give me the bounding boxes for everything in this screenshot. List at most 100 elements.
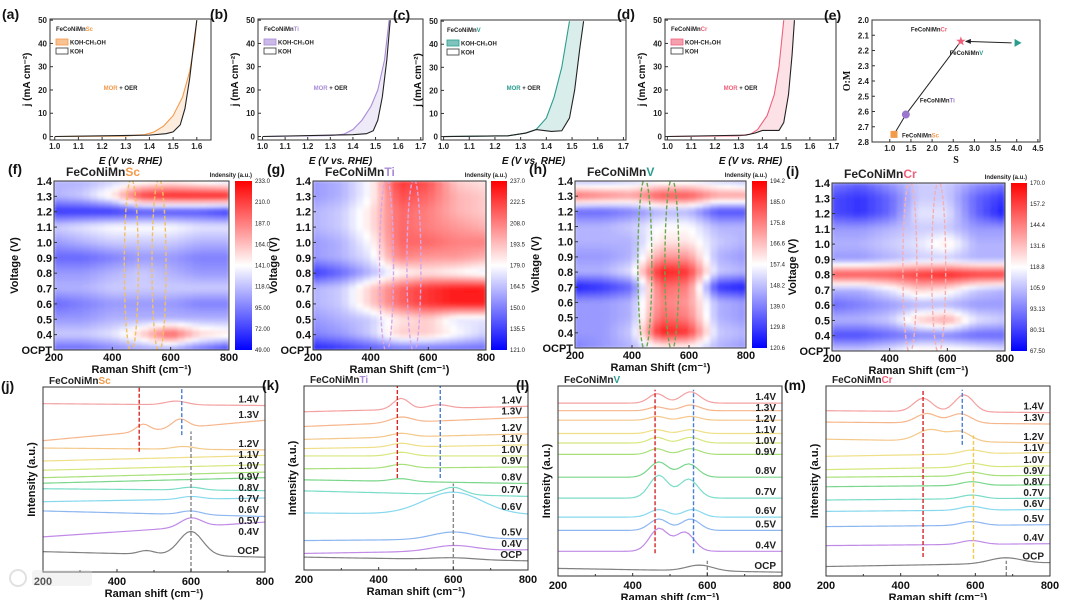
- heatmap-cell: [449, 207, 458, 213]
- heatmap-cell: [681, 252, 690, 258]
- heatmap-cell: [695, 328, 704, 334]
- heatmap-cell: [867, 213, 876, 218]
- heatmap-cell: [90, 322, 99, 328]
- heatmap-cell: [155, 280, 164, 286]
- heatmap-cell: [90, 184, 99, 190]
- series-line-koh: [443, 21, 585, 138]
- heatmap-cell: [464, 322, 473, 328]
- heatmap-cell: [54, 245, 62, 251]
- heatmap-cell: [148, 326, 157, 332]
- heatmap-cell: [363, 215, 372, 220]
- heatmap-cell: [681, 328, 690, 334]
- heatmap-cell: [391, 188, 400, 194]
- x-tick-label: 1.3: [733, 142, 745, 151]
- heatmap-cell: [206, 226, 215, 232]
- heatmap-cell: [104, 318, 113, 324]
- heatmap-cell: [874, 308, 883, 314]
- heatmap-cell: [54, 284, 62, 290]
- heatmap-cell: [112, 311, 121, 316]
- heatmap-cell: [370, 342, 379, 347]
- heatmap-cell: [464, 292, 473, 297]
- heatmap-cell: [163, 242, 172, 247]
- x-axis-label: Raman shift (cm⁻¹): [105, 588, 204, 600]
- heatmap-cell: [327, 342, 336, 347]
- y-tick-label: 0.7: [37, 284, 52, 296]
- heatmap-cell: [710, 313, 718, 319]
- heatmap-cell: [631, 226, 640, 231]
- heatmap-cell: [846, 224, 855, 230]
- panel-h: (h)200 400 600 8001.41.31.21.11.00.90.80.70…: [529, 161, 786, 374]
- heatmap-cell: [968, 201, 977, 207]
- heatmap-cell: [133, 230, 142, 236]
- heatmap-cell: [610, 203, 619, 209]
- heatmap-cell: [838, 278, 847, 283]
- panel-title: FeCoNiMnCr: [832, 375, 893, 386]
- heatmap-cell: [925, 209, 934, 215]
- heatmap-cell: [674, 195, 683, 201]
- heatmap-cell: [313, 184, 321, 190]
- point-label: FeCoNiMnV: [950, 51, 984, 57]
- heatmap-cell: [975, 228, 984, 234]
- heatmap-cell: [674, 340, 683, 345]
- heatmap-cell: [221, 284, 229, 290]
- heatmap-cell: [141, 322, 150, 328]
- heatmap-cell: [148, 322, 157, 328]
- heatmap-cell: [947, 335, 956, 341]
- heatmap-cell: [384, 280, 393, 286]
- heatmap-cell: [399, 203, 408, 209]
- heatmap-cell: [399, 245, 408, 251]
- heatmap-cell: [681, 230, 690, 235]
- heatmap-cell: [631, 271, 640, 277]
- heatmap-cell: [334, 249, 343, 255]
- heatmap-cell: [478, 315, 486, 320]
- heatmap-cell: [60, 322, 70, 328]
- heatmap-cell: [75, 196, 84, 201]
- heatmap-cell: [97, 215, 106, 220]
- heatmap-cell: [478, 318, 486, 324]
- heatmap-cell: [731, 302, 740, 307]
- heatmap-cell: [377, 318, 386, 324]
- heatmap-cell: [954, 194, 963, 199]
- spectrum-0.8V: [558, 461, 782, 478]
- heatmap-cell: [133, 330, 142, 336]
- heatmap-cell: [954, 197, 963, 203]
- heatmap-cell: [327, 276, 336, 282]
- heatmap-cell: [214, 238, 223, 243]
- heatmap-cell: [104, 238, 113, 243]
- heatmap-cell: [997, 262, 1005, 268]
- mor-enhancement-area: [54, 20, 197, 137]
- spectrum-0.6V: [826, 505, 1050, 512]
- heatmap-cell: [214, 315, 223, 320]
- heatmap-cell: [968, 293, 977, 299]
- heatmap-cell: [471, 272, 480, 278]
- spectrum-0.8V: [43, 477, 265, 484]
- heatmap-cell: [867, 251, 876, 257]
- heatmap-cell: [90, 196, 99, 201]
- heatmap-cell: [199, 334, 208, 339]
- heatmap-cell: [918, 285, 927, 291]
- heatmap-cell: [177, 280, 186, 286]
- heatmap-cell: [702, 241, 711, 247]
- heatmap-cell: [838, 194, 847, 199]
- heatmap-cell: [860, 289, 869, 295]
- heatmap-cell: [838, 274, 847, 279]
- heatmap-cell: [206, 261, 215, 266]
- heatmap-cell: [832, 197, 840, 203]
- heatmap-cell: [918, 331, 927, 337]
- heatmap-cell: [717, 313, 726, 319]
- heatmap-cell: [860, 320, 869, 325]
- heatmap-cell: [313, 253, 321, 259]
- heatmap-cell: [442, 307, 451, 313]
- heatmap-cell: [939, 312, 948, 318]
- heatmap-cell: [731, 203, 740, 209]
- heatmap-cell: [104, 303, 113, 309]
- heatmap-cell: [717, 271, 726, 277]
- heatmap-cell: [420, 265, 429, 270]
- heatmap-cell: [645, 249, 654, 254]
- heatmap-cell: [918, 343, 927, 348]
- heatmap-cell: [471, 234, 480, 240]
- x-tick-label: 1.5: [168, 142, 180, 151]
- heatmap-cell: [889, 205, 898, 211]
- y-tick-label: 1.3: [815, 193, 830, 205]
- heatmap-cell: [882, 232, 891, 237]
